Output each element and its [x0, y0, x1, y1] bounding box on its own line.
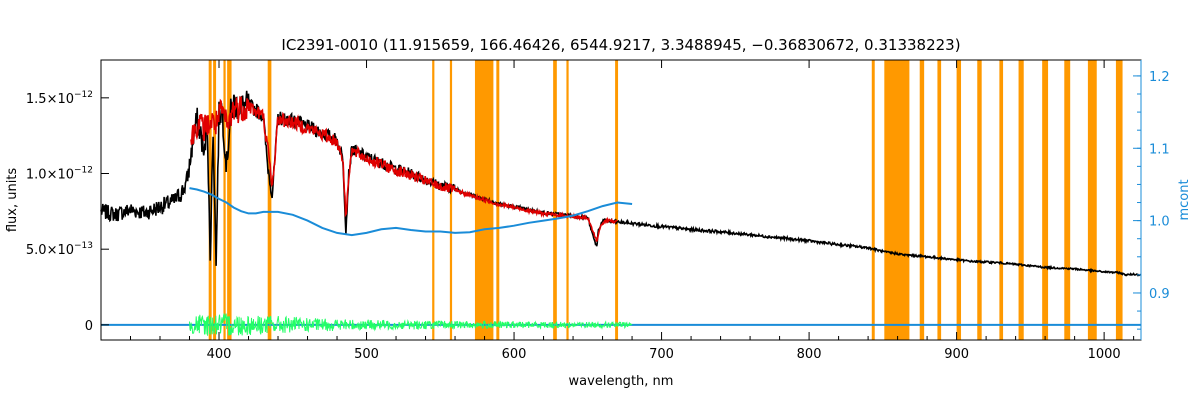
masked-region-21: [1064, 60, 1071, 340]
masked-region-13: [884, 60, 910, 340]
masked-region-6: [449, 60, 453, 340]
x-tick-label: 600: [502, 347, 527, 362]
y2-axis-ticks: 0.9 1.0 1.1 1.2: [1133, 70, 1170, 330]
masked-region-10: [566, 60, 569, 340]
y2-axis-label: mcont: [1177, 179, 1192, 220]
x-tick-label: 400: [207, 347, 232, 362]
x-tick-label: 1000: [1088, 347, 1121, 362]
x-tick-label: 700: [649, 347, 674, 362]
masked-region-12: [871, 60, 875, 340]
x-tick-label: 500: [354, 347, 379, 362]
masked-region-15: [937, 60, 942, 340]
y-axis-ticks: 0 5.0×10−13 1.0×10−12 1.5×10−12: [26, 90, 109, 334]
masked-region-17: [977, 60, 982, 340]
masked-region-3: [227, 60, 232, 340]
masked-region-4: [267, 60, 272, 340]
masked-region-0: [208, 60, 212, 340]
y2-tick-label: 1.2: [1149, 70, 1170, 85]
masked-region-14: [919, 60, 925, 340]
y-tick-label: 5.0×10−13: [26, 241, 93, 258]
masked-region-22: [1087, 60, 1097, 340]
y2-tick-label: 0.9: [1149, 287, 1170, 302]
y2-tick-label: 1.1: [1149, 142, 1170, 157]
residual-series: [189, 313, 633, 336]
y-axis-label: flux, units: [5, 168, 20, 233]
series-layer: [100, 90, 1142, 336]
series-1: [190, 95, 618, 242]
masked-region-18: [999, 60, 1004, 340]
x-axis-ticks: 400 500 600 700 800 900 1000: [130, 60, 1135, 362]
masked-region-5: [432, 60, 435, 340]
y2-tick-label: 1.0: [1149, 215, 1170, 230]
masked-regions: [208, 60, 1123, 340]
masked-region-2: [223, 60, 226, 340]
masked-region-23: [1115, 60, 1123, 340]
series-2: [189, 187, 633, 237]
masked-region-11: [615, 60, 619, 340]
chart-title: IC2391-0010 (11.915659, 166.46426, 6544.…: [281, 36, 960, 54]
x-axis-label: wavelength, nm: [569, 374, 674, 389]
plot-frame: [100, 59, 1142, 341]
masked-region-8: [496, 60, 500, 340]
masked-region-20: [1042, 60, 1049, 340]
masked-region-19: [1018, 60, 1024, 340]
masked-region-9: [553, 60, 557, 340]
series-0: [100, 90, 1142, 277]
masked-region-16: [956, 60, 962, 340]
y-tick-label: 0: [85, 319, 93, 334]
y-tick-label: 1.5×10−12: [26, 90, 93, 107]
x-tick-label: 800: [797, 347, 822, 362]
y-tick-label: 1.0×10−12: [26, 166, 93, 183]
x-tick-label: 900: [944, 347, 969, 362]
